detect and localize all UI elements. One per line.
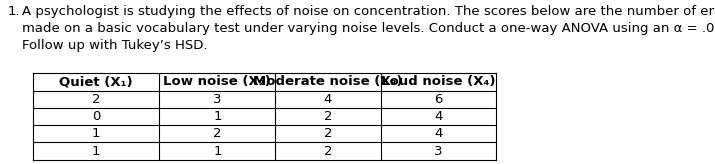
Text: 1: 1 <box>92 144 100 158</box>
Text: A psychologist is studying the effects of noise on concentration. The scores bel: A psychologist is studying the effects o… <box>22 5 715 52</box>
Text: 1: 1 <box>92 127 100 140</box>
Text: 4: 4 <box>434 127 443 140</box>
Text: 1: 1 <box>213 110 222 123</box>
Text: Low noise (X₂): Low noise (X₂) <box>164 75 271 88</box>
Text: 4: 4 <box>434 110 443 123</box>
Text: Quiet (X₁): Quiet (X₁) <box>59 75 133 88</box>
Text: 3: 3 <box>434 144 443 158</box>
Text: 2: 2 <box>213 127 222 140</box>
Text: 1: 1 <box>213 144 222 158</box>
Text: 0: 0 <box>92 110 100 123</box>
Text: 1.: 1. <box>8 5 20 18</box>
Text: 4: 4 <box>324 93 332 106</box>
Text: 2: 2 <box>324 110 332 123</box>
Text: 6: 6 <box>434 93 443 106</box>
Text: 2: 2 <box>324 127 332 140</box>
Text: 2: 2 <box>324 144 332 158</box>
Text: Moderate noise (X₃): Moderate noise (X₃) <box>253 75 403 88</box>
Text: Loud noise (X₄): Loud noise (X₄) <box>381 75 495 88</box>
Text: 3: 3 <box>213 93 222 106</box>
Text: 2: 2 <box>92 93 100 106</box>
